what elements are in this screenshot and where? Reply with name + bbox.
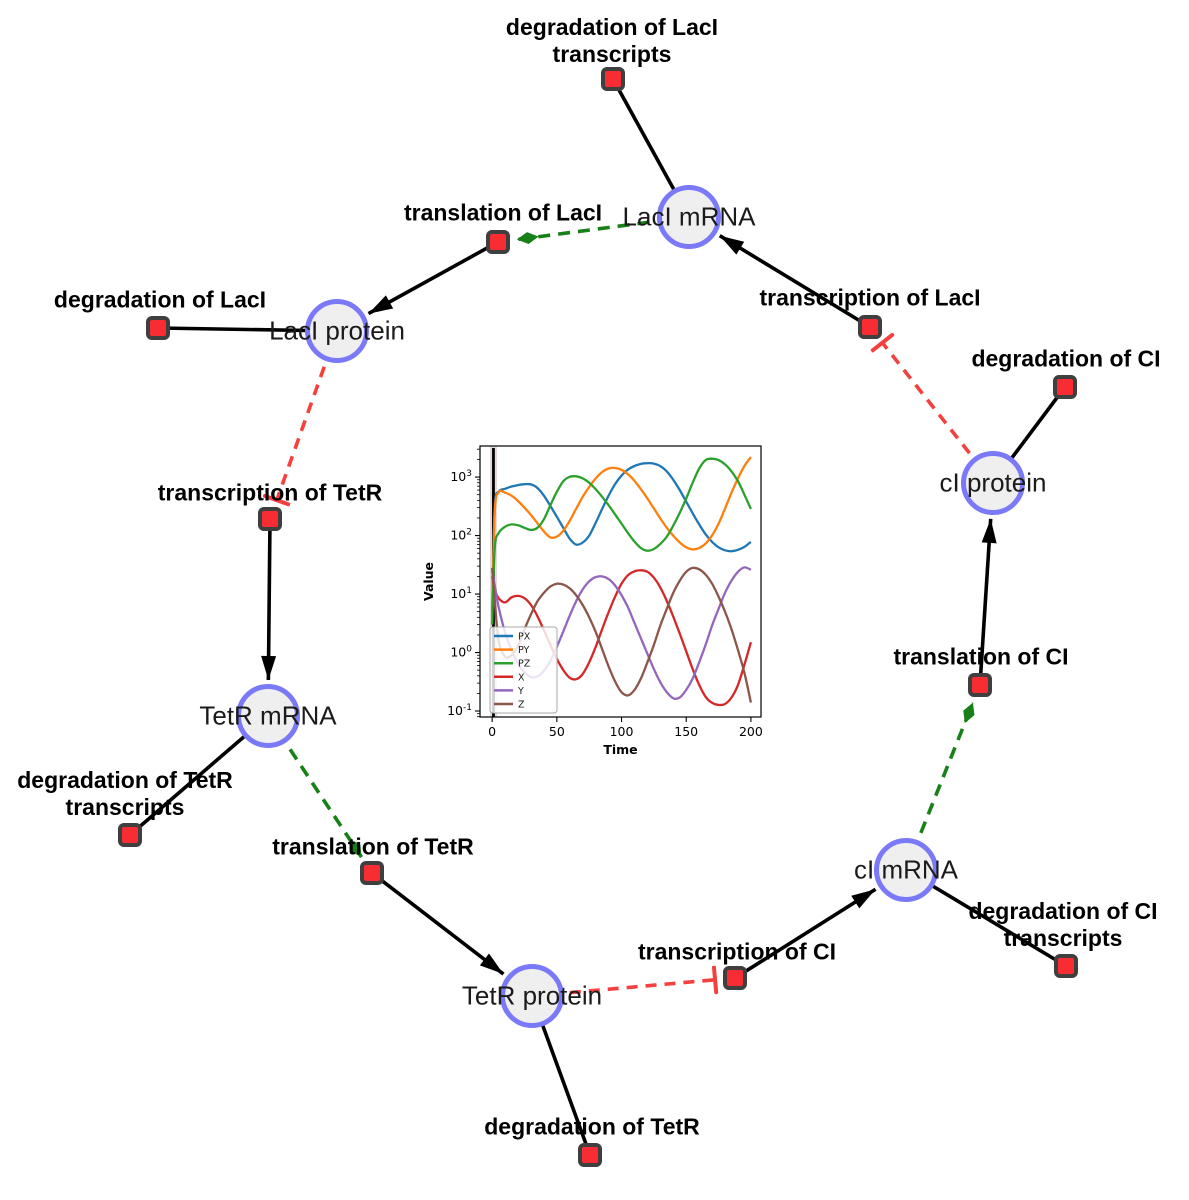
- y-tick-label: 102: [450, 528, 472, 543]
- species-label-ci-mrna: cI mRNA: [854, 854, 958, 885]
- reaction-node-tx-laci[interactable]: [858, 315, 882, 339]
- legend-label-PX: PX: [518, 632, 531, 643]
- y-tick-label: 100: [450, 645, 472, 660]
- legend-label-PY: PY: [518, 645, 530, 656]
- reaction-node-tx-tetr[interactable]: [258, 507, 282, 531]
- reaction-node-translation-laci[interactable]: [486, 230, 510, 254]
- reaction-label-tx-tetr: transcription of TetR: [157, 479, 383, 506]
- legend-label-PZ: PZ: [518, 659, 531, 670]
- edge-tx-laci-laci-mrna: [718, 234, 871, 329]
- chart-legend: PX PY PZ XYZ: [489, 626, 558, 714]
- x-tick-label: 200: [739, 724, 763, 739]
- species-node-tetr-protein[interactable]: [500, 964, 564, 1028]
- reaction-label-deg-ci-transcripts: degradation of CI transcripts: [968, 898, 1158, 951]
- reaction-label-deg-laci-transcripts: degradation of LacI transcripts: [505, 14, 719, 67]
- reaction-node-deg-ci[interactable]: [1053, 375, 1077, 399]
- chart-series-Z: [491, 566, 753, 703]
- species-node-laci-protein[interactable]: [305, 299, 369, 363]
- x-tick-label: 150: [674, 724, 698, 739]
- x-axis-label: Time: [603, 742, 637, 757]
- reaction-node-deg-ci-transcripts[interactable]: [1054, 954, 1078, 978]
- edge-tx-ci-ci-mrna: [734, 887, 877, 980]
- y-tick-label: 103: [450, 469, 472, 484]
- reaction-label-translation-tetr: translation of TetR: [272, 833, 474, 860]
- reaction-node-translation-tetr[interactable]: [360, 861, 384, 885]
- reaction-node-deg-laci-transcripts[interactable]: [601, 67, 625, 91]
- time-series-chart: 0 50 100 150 20010310210110010-1TimeValuePXP…: [421, 445, 763, 757]
- chart-series-PZ: [491, 457, 752, 625]
- edge-tx-tetr-tetr-mrna: [261, 518, 277, 681]
- reaction-label-translation-laci: translation of LacI: [403, 199, 603, 226]
- species-node-ci-protein[interactable]: [961, 451, 1025, 515]
- reaction-node-translation-ci[interactable]: [968, 673, 992, 697]
- edge-translation-tetr-tetr-protein: [370, 871, 505, 976]
- legend-label-X: X: [518, 672, 525, 683]
- reaction-label-deg-tetr: degradation of TetR: [484, 1113, 700, 1140]
- edge-translation-laci-laci-protein: [367, 240, 499, 316]
- chart-series-PY: [491, 456, 752, 618]
- x-tick-label: 0: [488, 724, 496, 739]
- reaction-label-deg-laci: degradation of LacI: [53, 286, 267, 313]
- species-node-tetr-mrna[interactable]: [236, 684, 300, 748]
- plot-border: [479, 445, 762, 718]
- species-label-tetr-protein: TetR protein: [461, 980, 603, 1011]
- species-node-ci-mrna[interactable]: [874, 838, 938, 902]
- chart-series-PX: [491, 462, 752, 612]
- edge-translation-ci-ci-protein: [978, 518, 997, 686]
- reaction-label-deg-ci: degradation of CI: [971, 345, 1161, 372]
- reaction-node-deg-tetr[interactable]: [578, 1143, 602, 1167]
- x-tick-label: 50: [549, 724, 565, 739]
- reaction-label-deg-tetr-transcripts: degradation of TetR transcripts: [17, 767, 233, 820]
- species-node-laci-mrna[interactable]: [657, 185, 721, 249]
- reaction-node-deg-laci[interactable]: [146, 316, 170, 340]
- x-tick-label: 100: [610, 724, 634, 739]
- species-label-ci-protein: cI protein: [939, 467, 1047, 498]
- y-axis-label: Value: [421, 562, 436, 601]
- legend-label-Y: Y: [517, 686, 524, 697]
- reaction-node-deg-tetr-transcripts[interactable]: [118, 823, 142, 847]
- species-label-laci-protein: LacI protein: [269, 315, 405, 346]
- reaction-label-tx-laci: transcription of LacI: [759, 284, 981, 311]
- legend-label-Z: Z: [518, 700, 525, 711]
- species-label-laci-mrna: LacI mRNA: [622, 201, 756, 232]
- reaction-node-tx-ci[interactable]: [723, 966, 747, 990]
- edge-tetr-protein-tx-ci: [531, 980, 715, 998]
- species-label-tetr-mrna: TetR mRNA: [199, 700, 337, 731]
- reaction-label-tx-ci: transcription of CI: [637, 938, 837, 965]
- y-tick-label: 101: [450, 586, 472, 601]
- y-tick-label: 10-1: [447, 703, 472, 718]
- reaction-label-translation-ci: translation of CI: [893, 643, 1069, 670]
